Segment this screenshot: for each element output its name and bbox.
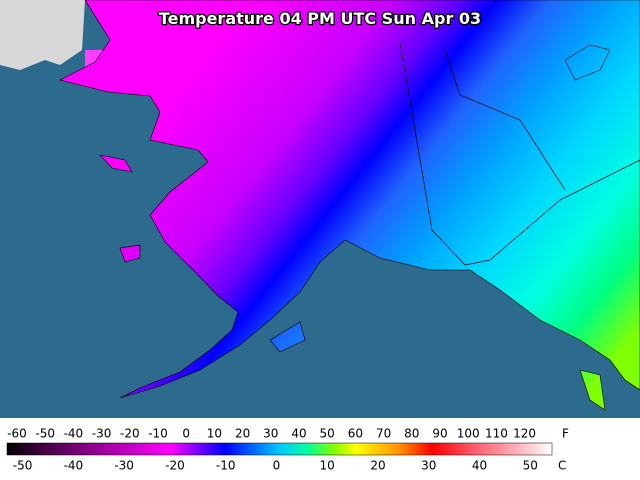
c-label: 0	[273, 459, 281, 473]
f-label: 120	[513, 427, 536, 441]
f-label: -20	[120, 427, 140, 441]
f-label: -50	[35, 427, 55, 441]
f-label: 70	[376, 427, 391, 441]
c-label: -10	[216, 459, 236, 473]
f-label: 60	[348, 427, 363, 441]
f-label: 30	[263, 427, 278, 441]
f-label: 40	[291, 427, 306, 441]
border	[399, 41, 640, 266]
c-label: 10	[320, 459, 335, 473]
f-label: -60	[7, 427, 27, 441]
map-title: Temperature 04 PM UTC Sun Apr 03	[159, 9, 481, 28]
c-label: 30	[421, 459, 436, 473]
f-label: 90	[432, 427, 447, 441]
c-label: 40	[472, 459, 487, 473]
c-label: 20	[370, 459, 385, 473]
f-label: 80	[404, 427, 419, 441]
c-label: 50	[523, 459, 538, 473]
f-label: 110	[485, 427, 508, 441]
unit-f: F	[562, 427, 569, 441]
c-label: -40	[64, 459, 84, 473]
russia	[0, 0, 85, 70]
f-label: -10	[148, 427, 168, 441]
f-label: 10	[207, 427, 222, 441]
c-label: -20	[165, 459, 185, 473]
border	[444, 49, 566, 191]
f-label: 0	[182, 427, 190, 441]
f-label: -30	[92, 427, 112, 441]
f-label: 100	[457, 427, 480, 441]
c-label: -50	[13, 459, 33, 473]
unit-c: C	[558, 459, 566, 473]
c-label: -30	[114, 459, 134, 473]
land	[59, 0, 640, 411]
color-scale	[6, 442, 553, 456]
f-label: 50	[320, 427, 335, 441]
f-label: -40	[64, 427, 84, 441]
f-label: 20	[235, 427, 250, 441]
